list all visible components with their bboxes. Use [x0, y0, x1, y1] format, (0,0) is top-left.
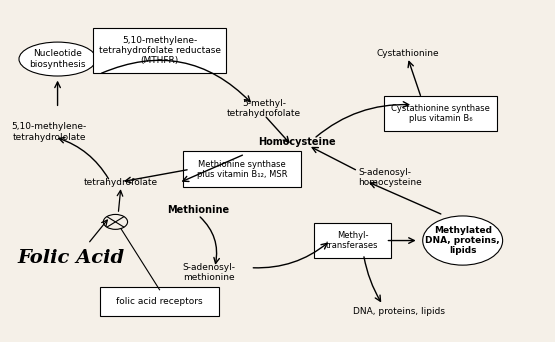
Text: 5-methyl-
tetrahydrofolate: 5-methyl- tetrahydrofolate	[227, 98, 301, 118]
FancyBboxPatch shape	[93, 28, 226, 74]
Text: Methylated
DNA, proteins,
lipids: Methylated DNA, proteins, lipids	[425, 226, 500, 255]
Text: 5,10-methylene-
tetrahydrofolate reductase
(MTHFR): 5,10-methylene- tetrahydrofolate reducta…	[99, 36, 220, 65]
Text: Cystathionine: Cystathionine	[376, 50, 439, 58]
Text: folic acid receptors: folic acid receptors	[116, 297, 203, 306]
Text: 5,10-methylene-
tetrahydrololate: 5,10-methylene- tetrahydrololate	[12, 122, 87, 142]
Text: Folic Acid: Folic Acid	[18, 249, 125, 266]
Text: Methionine: Methionine	[167, 205, 229, 215]
FancyBboxPatch shape	[183, 152, 301, 187]
Text: S-adenosyl-
homocysteine: S-adenosyl- homocysteine	[358, 168, 422, 187]
Text: Methionine synthase
plus vitamin B₁₂, MSR: Methionine synthase plus vitamin B₁₂, MS…	[197, 160, 287, 179]
FancyBboxPatch shape	[384, 95, 497, 131]
Text: Homocysteine: Homocysteine	[259, 137, 336, 147]
Text: tetrahydrofolate: tetrahydrofolate	[84, 179, 158, 187]
Ellipse shape	[423, 216, 503, 265]
Text: Nucleotide
biosynthesis: Nucleotide biosynthesis	[29, 49, 86, 69]
FancyBboxPatch shape	[100, 287, 219, 316]
Text: S-adenosyl-
methionine: S-adenosyl- methionine	[183, 263, 236, 282]
FancyBboxPatch shape	[314, 223, 391, 258]
Text: Cystathionine synthase
plus vitamin B₆: Cystathionine synthase plus vitamin B₆	[391, 104, 490, 123]
Ellipse shape	[19, 42, 96, 76]
Text: Methyl-
transferases: Methyl- transferases	[326, 231, 379, 250]
Text: DNA, proteins, lipids: DNA, proteins, lipids	[354, 307, 445, 316]
